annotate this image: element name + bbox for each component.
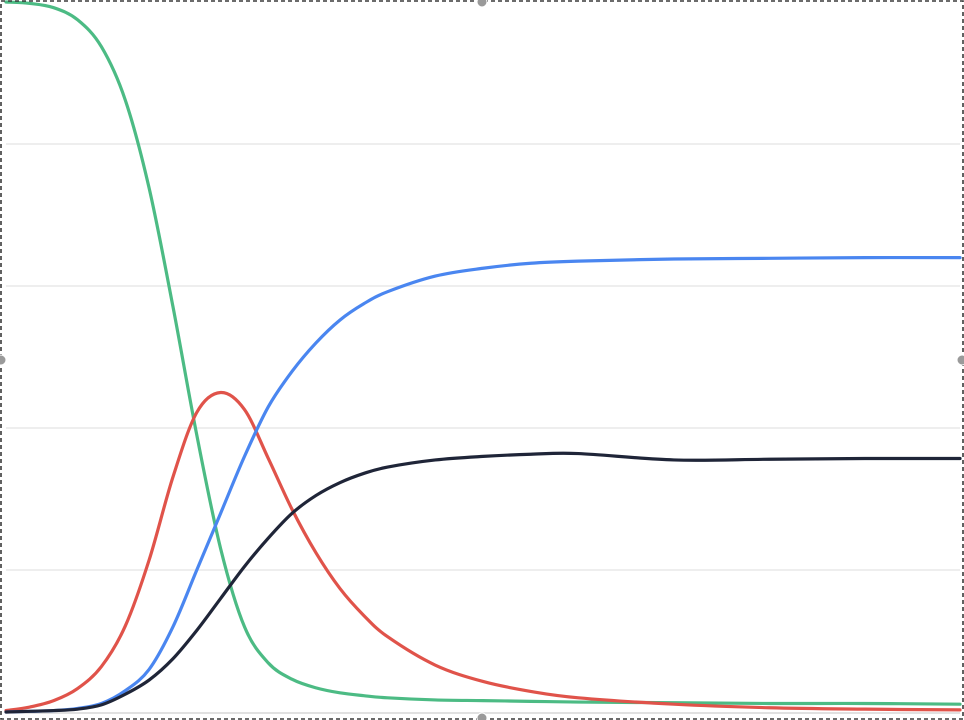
series-line-3[interactable] [4,255,962,714]
handle-right-middle[interactable] [956,354,964,366]
series-layer [4,0,962,714]
handle-bottom-center[interactable] [476,712,488,720]
series-line-2[interactable] [4,390,962,713]
handle-left-middle[interactable] [0,354,7,366]
series-line-4[interactable] [4,451,962,714]
series-line-1[interactable] [4,0,962,706]
grid-layer [6,143,960,714]
handle-top-center[interactable] [476,0,488,8]
